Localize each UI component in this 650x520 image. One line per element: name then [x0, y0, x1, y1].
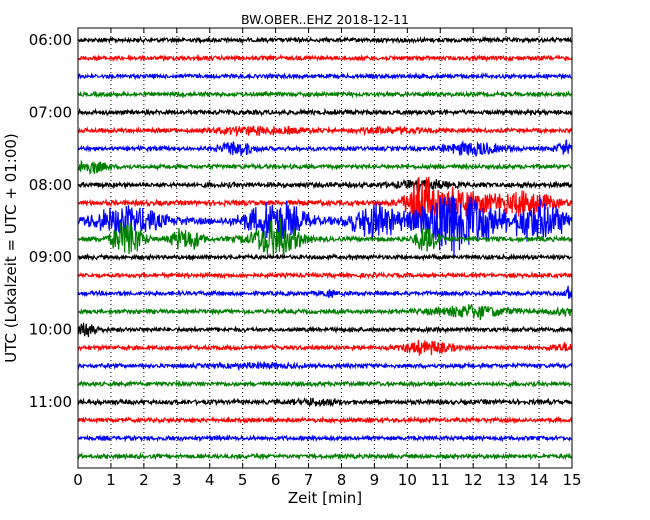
x-tick-label: 0 [73, 471, 83, 489]
x-tick-label: 5 [238, 471, 248, 489]
x-tick-label: 15 [562, 471, 581, 489]
trace-1145 [77, 451, 573, 461]
trace-1130 [77, 433, 573, 443]
trace-0745 [77, 159, 573, 175]
y-tick-label: 06:00 [29, 31, 72, 49]
trace-0815 [77, 176, 573, 228]
x-tick-label: 4 [205, 471, 215, 489]
seismic-traces [77, 35, 573, 461]
trace-0615 [77, 53, 573, 63]
x-tick-label: 6 [271, 471, 281, 489]
x-tick-label: 13 [497, 471, 516, 489]
x-tick-label: 12 [464, 471, 483, 489]
x-tick-label: 7 [304, 471, 314, 489]
x-tick-label: 3 [172, 471, 182, 489]
y-axis-ticks: 06:00 07:00 08:00 09:00 10:00 11:00 [29, 31, 83, 411]
trace-0915 [77, 270, 573, 280]
y-axis-label: UTC (Lokalzeit = UTC + 01:00) [2, 133, 20, 363]
trace-0600 [77, 35, 573, 45]
trace-0830 [77, 195, 573, 258]
x-axis-label: Zeit [min] [288, 489, 362, 507]
trace-1115 [77, 415, 573, 425]
trace-0715 [77, 124, 573, 138]
trace-0800 [77, 178, 573, 192]
trace-0730 [77, 139, 573, 157]
plot-frame [77, 27, 573, 469]
y-tick-label: 08:00 [29, 176, 72, 194]
trace-0900 [77, 252, 572, 262]
x-axis-ticks: 0 1 2 3 4 5 6 7 8 9 10 11 12 13 14 15 [73, 28, 582, 489]
trace-0945 [77, 303, 573, 321]
x-tick-label: 14 [530, 471, 549, 489]
x-tick-label: 8 [337, 471, 347, 489]
trace-1030 [77, 360, 573, 372]
y-tick-label: 07:00 [29, 103, 72, 121]
x-tick-label: 1 [106, 471, 116, 489]
trace-1100 [77, 397, 573, 408]
trace-1000 [77, 322, 573, 338]
trace-0645 [77, 89, 573, 99]
trace-1045 [77, 379, 573, 389]
x-tick-label: 11 [431, 471, 450, 489]
trace-1015 [77, 339, 573, 356]
trace-0845 [77, 217, 573, 257]
trace-0630 [77, 71, 573, 81]
x-tick-label: 9 [370, 471, 380, 489]
x-tick-label: 10 [398, 471, 417, 489]
chart-title: BW.OBER..EHZ 2018-12-11 [241, 12, 409, 27]
x-tick-label: 2 [139, 471, 149, 489]
y-tick-label: 09:00 [29, 248, 72, 266]
trace-0930 [77, 285, 573, 299]
trace-0700 [77, 107, 573, 117]
y-tick-label: 11:00 [29, 393, 72, 411]
y-tick-label: 10:00 [29, 321, 72, 339]
